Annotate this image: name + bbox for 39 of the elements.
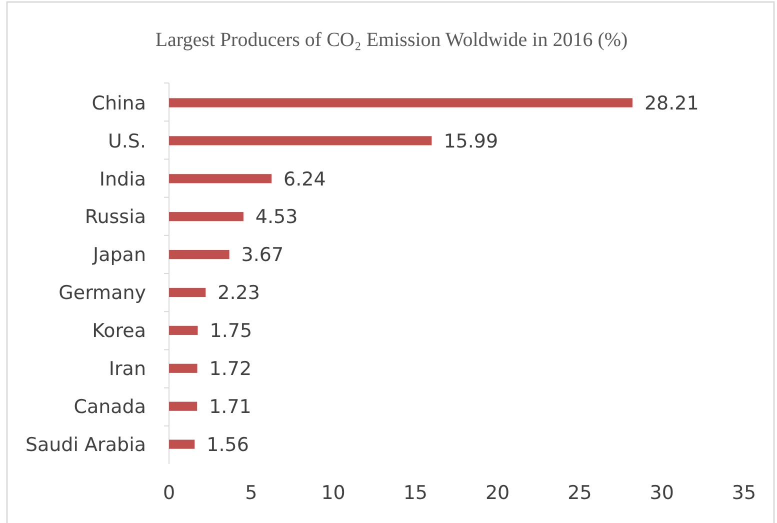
y-tick-label: Japan xyxy=(92,244,146,266)
data-label: 1.72 xyxy=(209,358,252,380)
y-tick-label: India xyxy=(99,168,146,190)
bar xyxy=(169,174,272,184)
data-label: 1.71 xyxy=(209,396,252,418)
bar xyxy=(169,288,206,298)
data-label: 15.99 xyxy=(444,130,498,152)
x-tick-label: 10 xyxy=(321,482,346,504)
y-tick-label: Canada xyxy=(74,396,146,418)
bar xyxy=(169,364,198,373)
x-tick-label: 15 xyxy=(403,482,428,504)
bar xyxy=(169,440,195,449)
data-label: 1.56 xyxy=(206,434,249,456)
bar xyxy=(169,250,230,260)
y-tick-label: Korea xyxy=(92,320,146,342)
y-tick-label: Saudi Arabia xyxy=(25,434,146,456)
y-tick-label: Russia xyxy=(84,206,146,228)
bar xyxy=(169,136,432,146)
data-label: 4.53 xyxy=(255,206,298,228)
data-label: 28.21 xyxy=(644,92,699,114)
y-tick-label: U.S. xyxy=(108,130,146,152)
x-tick-label: 0 xyxy=(162,482,176,504)
x-tick-label: 5 xyxy=(245,482,258,504)
x-tick-label: 20 xyxy=(485,482,510,504)
x-tick-label: 25 xyxy=(568,482,592,504)
bar xyxy=(169,98,632,108)
chart-title: Largest Producers of CO₂ Emission Woldwide in 2016 (%) xyxy=(155,29,628,51)
data-label: 6.24 xyxy=(284,168,326,190)
bar xyxy=(169,402,198,411)
bar xyxy=(169,326,198,335)
x-tick-label: 30 xyxy=(650,482,674,504)
data-label: 3.67 xyxy=(241,244,284,266)
x-tick-label: 35 xyxy=(732,482,756,504)
data-label: 2.23 xyxy=(218,282,260,304)
y-tick-label: Germany xyxy=(58,282,146,304)
y-tick-label: Iran xyxy=(108,358,146,380)
bar xyxy=(169,212,244,222)
y-tick-label: China xyxy=(92,92,146,114)
data-label: 1.75 xyxy=(210,320,252,342)
